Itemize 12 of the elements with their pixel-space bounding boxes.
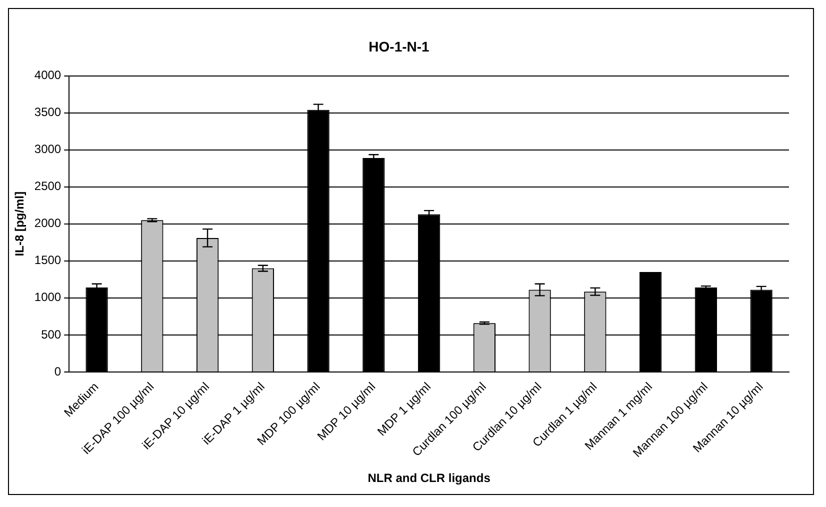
y-tick-label: 3500: [34, 105, 62, 120]
y-tick-label: 2500: [34, 179, 62, 194]
y-tick-label: 0: [54, 364, 62, 378]
y-tick-label: 500: [41, 327, 62, 342]
y-tick-label: 1000: [34, 290, 62, 304]
y-tick-label: 4000: [34, 68, 62, 82]
chart-title: HO-1-N-1: [368, 38, 430, 54]
y-tick-label: 3000: [34, 142, 62, 156]
y-axis-title: IL-8 [pg/ml]: [12, 192, 27, 256]
y-tick-label: 1500: [34, 253, 62, 268]
x-axis-title: NLR and CLR ligands: [368, 471, 491, 486]
y-tick-label: 2000: [34, 216, 62, 230]
